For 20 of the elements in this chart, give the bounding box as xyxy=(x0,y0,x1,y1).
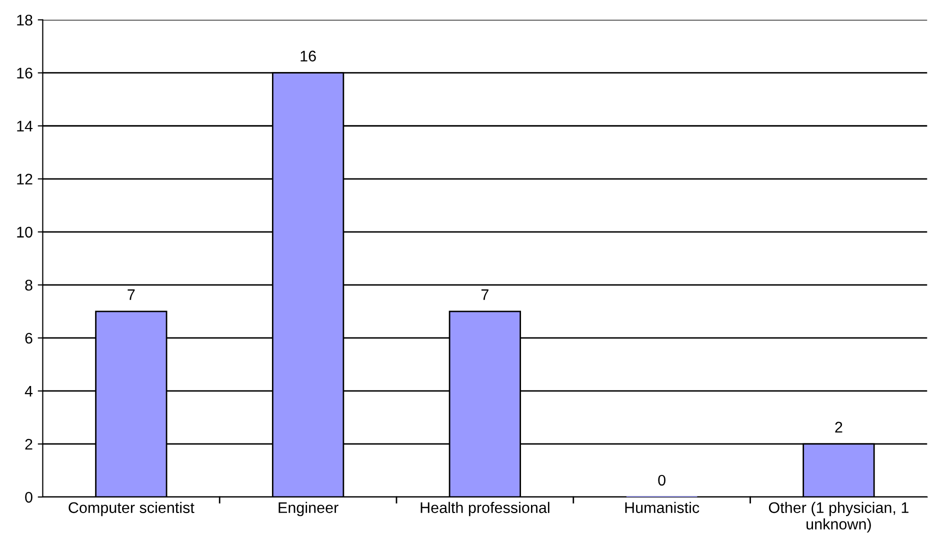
data-label: 16 xyxy=(300,50,316,62)
y-tick-label: 4 xyxy=(24,386,33,396)
data-label: 2 xyxy=(835,422,842,432)
y-tick-label: 2 xyxy=(25,438,32,450)
y-tick-label: 18 xyxy=(17,14,32,26)
y-tick-label: 8 xyxy=(25,280,32,291)
x-tick-label: Humanistic xyxy=(625,502,700,514)
x-tick-label: Engineer xyxy=(278,502,338,516)
y-tick-label: 6 xyxy=(25,332,32,344)
data-label: 0 xyxy=(658,474,666,486)
x-tick-label: Computer scientist xyxy=(68,502,194,516)
y-tick-label: 14 xyxy=(17,120,33,132)
data-label: 7 xyxy=(481,289,488,300)
y-tick-label: 0 xyxy=(25,492,32,503)
y-tick-label: 16 xyxy=(17,68,32,79)
x-tick-label: Other (1 physician, 1 unknown) xyxy=(768,502,908,533)
y-tick-label: 10 xyxy=(17,226,32,238)
data-label: 7 xyxy=(128,289,135,300)
y-tick-label: 12 xyxy=(17,174,32,184)
x-tick-label: Health professional xyxy=(420,502,550,516)
